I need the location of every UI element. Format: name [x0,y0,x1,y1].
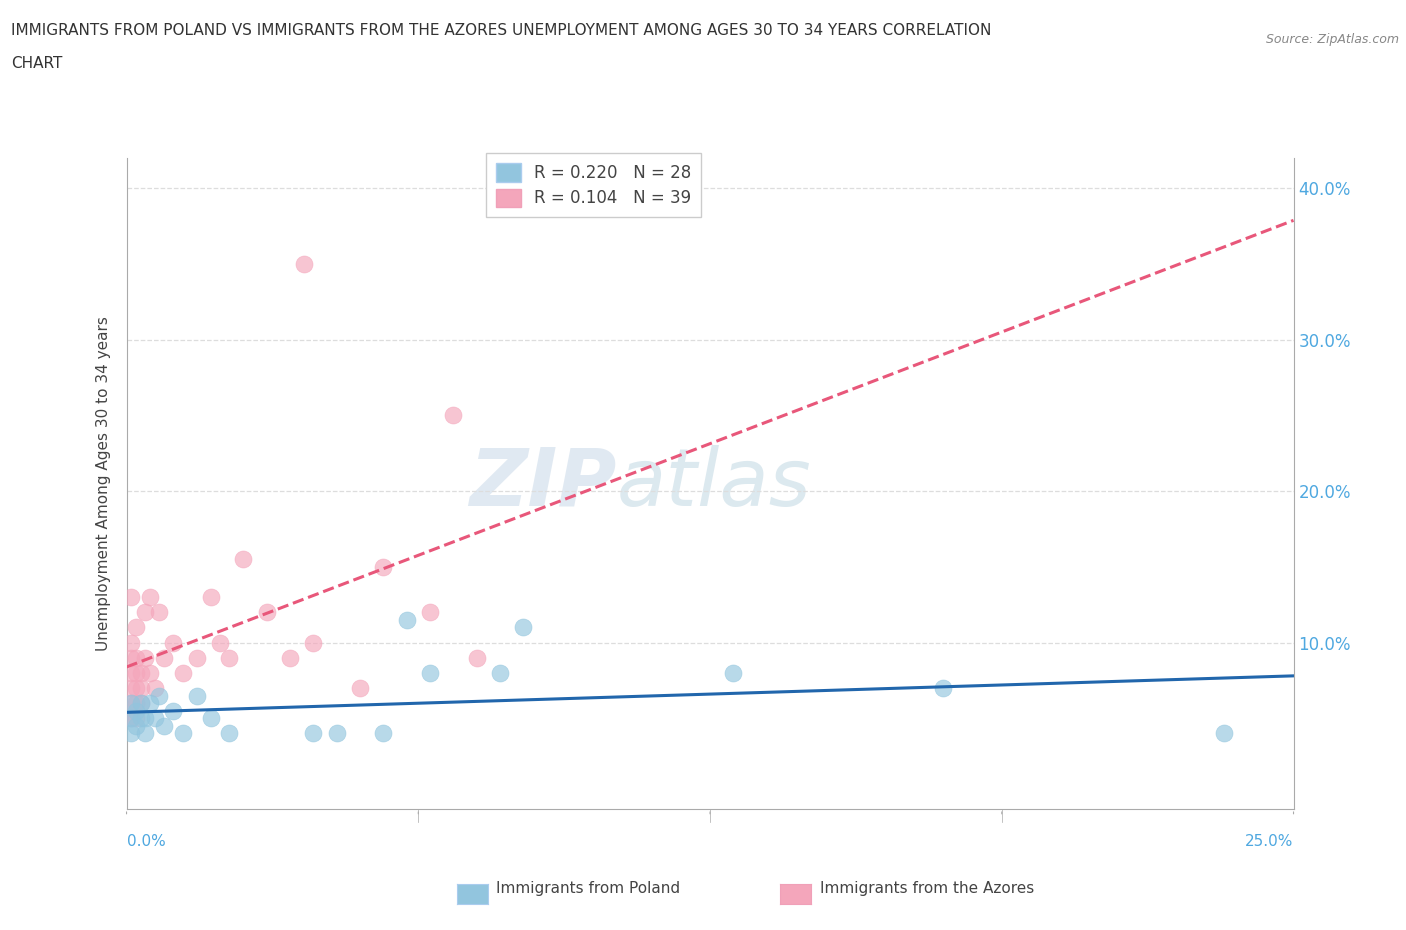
Point [120,681,142,696]
Point [162,635,184,650]
Point [129,711,152,725]
Point [172,726,194,741]
Point [129,696,152,711]
Point [125,650,148,665]
Point [373,726,395,741]
Point [129,665,152,680]
Point [512,620,534,635]
Point [208,635,231,650]
Point [218,726,240,741]
Text: Immigrants from the Azores: Immigrants from the Azores [820,881,1033,896]
Point [120,696,142,711]
Point [139,665,162,680]
Point [148,604,170,619]
Point [134,711,156,725]
Point [125,665,148,680]
Point [373,560,395,575]
Point [172,665,194,680]
Point [186,688,208,703]
Point [139,696,162,711]
Point [292,257,315,272]
Point [325,726,347,741]
Point [148,688,170,703]
Text: ZIP: ZIP [470,445,617,523]
Point [120,711,142,725]
Point [419,665,441,680]
Point [120,590,142,604]
Point [232,551,254,566]
Point [125,718,148,733]
Point [186,650,208,665]
Legend: R = 0.220   N = 28, R = 0.104   N = 39: R = 0.220 N = 28, R = 0.104 N = 39 [485,153,702,218]
Point [129,696,152,711]
Point [153,718,176,733]
Point [489,665,512,680]
Text: CHART: CHART [11,56,63,71]
Point [125,681,148,696]
Point [218,650,240,665]
Point [134,650,156,665]
Point [125,711,148,725]
Y-axis label: Unemployment Among Ages 30 to 34 years: Unemployment Among Ages 30 to 34 years [96,316,111,651]
Point [278,650,301,665]
Point [441,408,464,423]
Point [1212,726,1234,741]
Point [349,681,371,696]
Point [120,696,142,711]
Text: atlas: atlas [617,445,811,523]
Point [723,665,745,680]
Text: 0.0%: 0.0% [127,834,166,849]
Point [200,711,222,725]
Point [302,726,325,741]
Point [302,635,325,650]
Point [153,650,176,665]
Point [125,703,148,718]
Point [256,604,278,619]
Point [162,703,184,718]
Text: Immigrants from Poland: Immigrants from Poland [496,881,681,896]
Text: Source: ZipAtlas.com: Source: ZipAtlas.com [1265,33,1399,46]
Point [932,681,955,696]
Point [120,711,142,725]
Point [139,590,162,604]
Point [200,590,222,604]
Text: IMMIGRANTS FROM POLAND VS IMMIGRANTS FROM THE AZORES UNEMPLOYMENT AMONG AGES 30 : IMMIGRANTS FROM POLAND VS IMMIGRANTS FRO… [11,23,991,38]
Text: 25.0%: 25.0% [1246,834,1294,849]
Point [120,665,142,680]
Point [143,711,166,725]
Point [143,681,166,696]
Point [120,650,142,665]
Point [419,604,441,619]
Point [134,726,156,741]
Point [134,604,156,619]
Point [125,696,148,711]
Point [120,726,142,741]
Point [125,620,148,635]
Point [129,681,152,696]
Point [465,650,488,665]
Point [395,613,418,628]
Point [120,635,142,650]
